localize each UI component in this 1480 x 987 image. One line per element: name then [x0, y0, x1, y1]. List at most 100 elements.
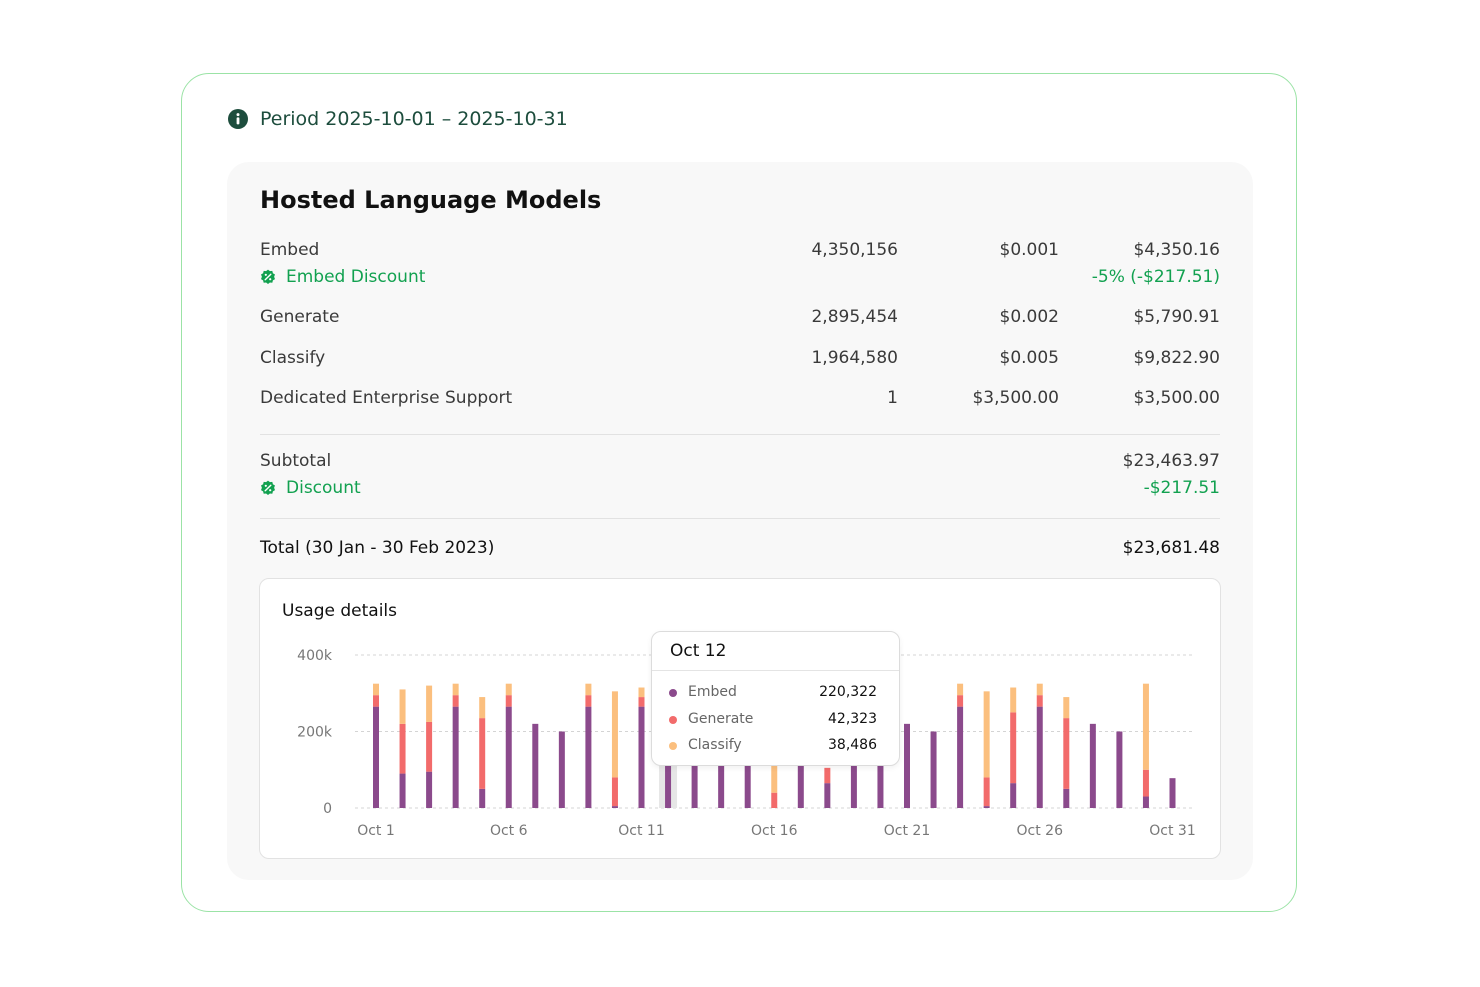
- bar-segment-classify: [479, 697, 486, 719]
- line-item-amount: $5,790.91: [1133, 307, 1220, 327]
- line-item-quantity: 1,964,580: [811, 348, 898, 368]
- period-label: Period 2025-10-01 – 2025-10-31: [260, 108, 568, 130]
- bar-segment-embed: [1169, 778, 1176, 808]
- x-tick-label: Oct 11: [618, 823, 664, 839]
- bar-segment-embed: [957, 706, 964, 808]
- embed-discount-label: Embed Discount: [286, 267, 426, 287]
- line-item-unit-price: $0.005: [999, 348, 1059, 368]
- bar-segment-classify: [426, 685, 433, 722]
- line-item-name: Generate: [260, 307, 340, 327]
- bar-segment-generate: [824, 767, 831, 784]
- bar-segment-embed: [585, 706, 592, 808]
- bar-segment-generate: [585, 695, 592, 707]
- invoice-card: Hosted Language Models Embed 4,350,156 $…: [227, 162, 1253, 880]
- bar-segment-embed: [983, 806, 990, 808]
- bar-segment-embed: [877, 731, 884, 808]
- tooltip-date: Oct 12: [670, 641, 727, 661]
- bar-segment-embed: [1063, 788, 1070, 808]
- bar-segment-generate: [1142, 769, 1149, 797]
- bar-segment-generate: [505, 695, 512, 707]
- bar-segment-embed: [611, 806, 618, 808]
- bar-segment-embed: [373, 706, 379, 808]
- bar-segment-embed: [904, 723, 910, 808]
- classify-legend-dot: [669, 742, 677, 750]
- bar-segment-classify: [611, 691, 618, 778]
- bar-segment-embed: [505, 706, 512, 808]
- divider: [260, 518, 1220, 519]
- bar-segment-generate: [1063, 718, 1070, 789]
- tooltip-series-value: 220,322: [819, 684, 877, 700]
- generate-legend-dot: [669, 716, 677, 724]
- bar-segment-embed: [426, 771, 433, 808]
- total-row: Total (30 Jan - 30 Feb 2023) $23,681.48: [260, 538, 1220, 562]
- bar-segment-embed: [1036, 706, 1043, 808]
- tooltip-series-name: Embed: [688, 684, 737, 700]
- bar-segment-classify: [1063, 697, 1070, 719]
- bar-segment-generate: [1010, 712, 1017, 784]
- bar-segment-embed: [1089, 723, 1096, 808]
- tooltip-row-embed: Embed 220,322: [669, 684, 877, 704]
- embed-discount-value: -5% (-$217.51): [1091, 267, 1220, 287]
- period-banner: Period 2025-10-01 – 2025-10-31: [228, 108, 568, 130]
- discount-badge-icon: [261, 269, 275, 284]
- line-item-quantity: 4,350,156: [811, 240, 898, 260]
- y-tick-label: 0: [323, 801, 332, 817]
- panel-frame: [181, 73, 1297, 912]
- x-tick-label: Oct 1: [357, 823, 395, 839]
- tooltip-divider: [652, 670, 899, 671]
- line-item-generate: Generate 2,895,454 $0.002 $5,790.91: [260, 307, 1220, 331]
- line-item-classify: Classify 1,964,580 $0.005 $9,822.90: [260, 348, 1220, 372]
- bar-segment-generate: [1036, 695, 1043, 707]
- bar-segment-embed: [1010, 783, 1017, 808]
- bar-segment-embed: [1116, 731, 1123, 808]
- chart-tooltip: Oct 12 Embed 220,322 Generate 42,323 Cla…: [651, 631, 900, 766]
- tooltip-series-value: 42,323: [828, 711, 877, 727]
- bar-segment-generate: [452, 695, 459, 707]
- bar-segment-generate: [373, 695, 379, 707]
- bar-segment-classify: [452, 683, 459, 696]
- bar-segment-classify: [771, 750, 778, 793]
- total-label: Total (30 Jan - 30 Feb 2023): [260, 538, 495, 558]
- embed-discount-row: Embed Discount -5% (-$217.51): [260, 267, 1220, 291]
- bar-segment-classify: [399, 689, 406, 724]
- line-item-amount: $3,500.00: [1133, 388, 1220, 408]
- bar-segment-classify: [983, 691, 990, 778]
- embed-legend-dot: [669, 689, 677, 697]
- usage-title: Usage details: [282, 601, 398, 621]
- line-item-amount: $9,822.90: [1133, 348, 1220, 368]
- subtotal-value: $23,463.97: [1122, 451, 1220, 471]
- subtotal-label: Subtotal: [260, 451, 332, 471]
- line-item-unit-price: $3,500.00: [972, 388, 1059, 408]
- info-icon: [228, 109, 248, 129]
- bar-segment-embed: [638, 706, 645, 808]
- line-item-name: Classify: [260, 348, 326, 368]
- x-tick-label: Oct 31: [1149, 823, 1195, 839]
- bar-segment-embed: [399, 773, 406, 808]
- bar-segment-generate: [957, 695, 964, 707]
- subtotal-row: Subtotal $23,463.97: [260, 451, 1220, 475]
- line-item-name: Embed: [260, 240, 320, 260]
- line-item-quantity: 1: [887, 388, 898, 408]
- bar-segment-embed: [744, 727, 751, 808]
- bar-segment-classify: [585, 683, 592, 696]
- line-item-name: Dedicated Enterprise Support: [260, 388, 513, 408]
- line-item-unit-price: $0.001: [999, 240, 1059, 260]
- bar-segment-classify: [373, 683, 379, 696]
- total-value: $23,681.48: [1122, 538, 1220, 558]
- tooltip-series-name: Classify: [688, 737, 742, 753]
- tooltip-series-name: Generate: [688, 711, 754, 727]
- bar-segment-classify: [1010, 687, 1017, 713]
- bar-segment-generate: [479, 718, 486, 789]
- bar-segment-generate: [638, 697, 645, 707]
- x-tick-label: Oct 6: [490, 823, 528, 839]
- bar-segment-classify: [1142, 683, 1149, 770]
- bar-segment-generate: [426, 721, 433, 772]
- discount-badge-icon: [261, 480, 275, 495]
- line-item-unit-price: $0.002: [999, 307, 1059, 327]
- line-item-embed: Embed 4,350,156 $0.001 $4,350.16: [260, 240, 1220, 264]
- bar-segment-embed: [1142, 796, 1149, 808]
- tooltip-row-classify: Classify 38,486: [669, 737, 877, 757]
- bar-segment-embed: [718, 731, 725, 808]
- x-tick-label: Oct 16: [751, 823, 798, 839]
- bar-segment-embed: [558, 731, 565, 808]
